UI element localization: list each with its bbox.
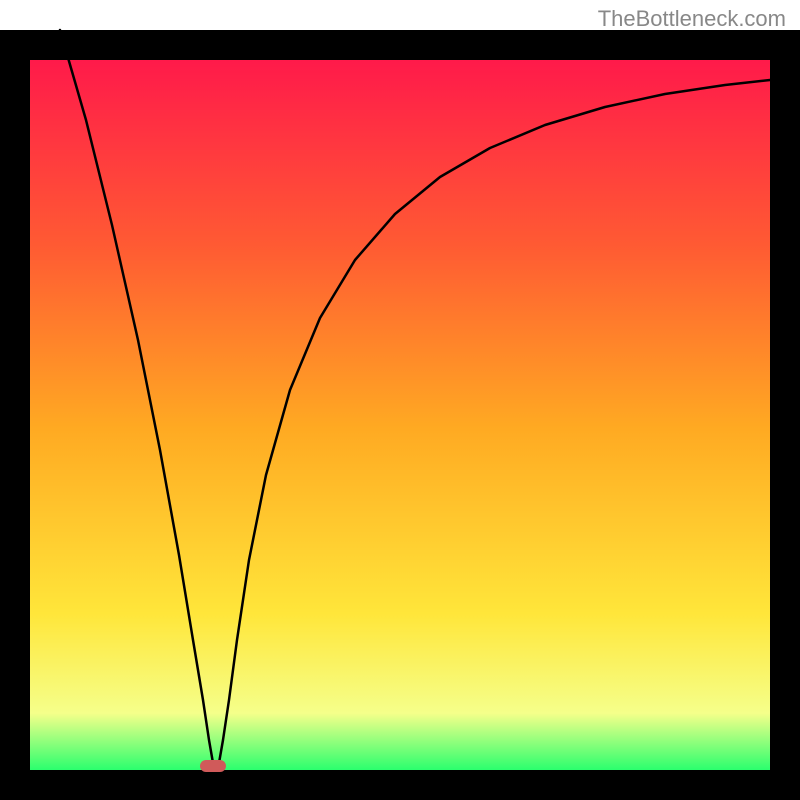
frame-border-bottom	[0, 770, 800, 800]
frame-border-left	[0, 30, 30, 800]
frame-border-right	[770, 30, 800, 800]
frame-border-top	[0, 30, 800, 60]
chart-container: TheBottleneck.com	[0, 0, 800, 800]
valley-marker	[200, 760, 226, 772]
watermark-text: TheBottleneck.com	[598, 6, 786, 32]
plot-background-gradient	[30, 60, 770, 770]
